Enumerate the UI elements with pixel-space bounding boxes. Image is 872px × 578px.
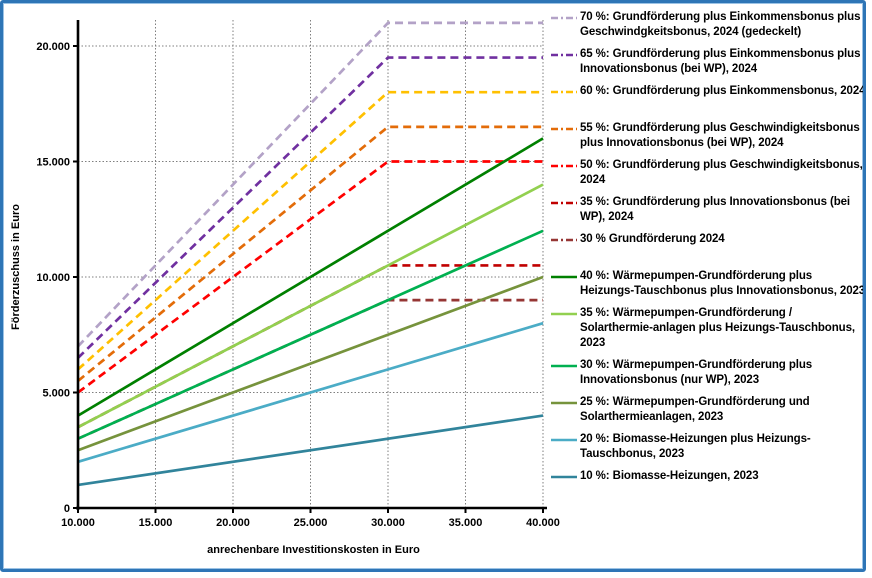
legend-line-sample	[551, 364, 577, 368]
legend-item: 25 %: Wärmepumpen-Grundförderung und Sol…	[551, 395, 863, 425]
legend-item: 30 % Grundförderung 2024	[551, 232, 863, 262]
legend-item-label: 30 %: Wärmepumpen-Grundförderung plus In…	[580, 359, 813, 386]
line-chart: 0 5.000 10.000 15.000 20.000 10.000 15.000 20.0…	[36, 20, 560, 529]
legend-item-label: 60 %: Grundförderung plus Einkommensbonu…	[580, 85, 866, 97]
legend-item-label: 70 %: Grundförderung plus Einkommensbonu…	[580, 11, 861, 38]
legend-line-sample	[551, 475, 577, 479]
legend-item-label: 10 %: Biomasse-Heizungen, 2023	[580, 470, 759, 482]
legend-item: 50 %: Grundförderung plus Geschwindigkei…	[551, 158, 863, 188]
legend-item: 55 %: Grundförderung plus Geschwindigkei…	[551, 121, 863, 151]
y-tick-label: 20.000	[36, 41, 70, 53]
series-line	[77, 183, 544, 429]
series-line	[77, 414, 544, 487]
legend-item-label: 35 %: Grundförderung plus Innovationsbon…	[580, 196, 851, 223]
x-tick-label: 20.000	[216, 517, 250, 529]
legend-item: 20 %: Biomasse-Heizungen plus Heizungs-T…	[551, 432, 863, 462]
y-axis-title: Förderzuschuss in Euro	[10, 204, 22, 330]
legend-line-sample	[551, 53, 577, 57]
x-tick-label: 15.000	[139, 517, 173, 529]
legend-item: 65 %: Grundförderung plus Einkommensbonu…	[551, 47, 863, 77]
series-line	[77, 21, 543, 348]
legend-item: 30 %: Wärmepumpen-Grundförderung plus In…	[551, 358, 863, 388]
legend-item: 35 %: Grundförderung plus Innovationsbon…	[551, 195, 863, 225]
legend-line-sample	[551, 401, 577, 405]
x-tick-label: 35.000	[449, 517, 483, 529]
legend: 70 %: Grundförderung plus Einkommensbonu…	[551, 10, 866, 506]
y-tick-label: 15.000	[36, 157, 70, 169]
series-line	[77, 275, 544, 452]
legend-line-sample	[551, 127, 577, 131]
legend-item-label: 20 %: Biomasse-Heizungen plus Heizungs-T…	[580, 433, 811, 460]
x-tick-label: 30.000	[371, 517, 405, 529]
series-line	[77, 321, 544, 464]
x-tick-label: 40.000	[526, 517, 560, 529]
legend-item: 10 %: Biomasse-Heizungen, 2023	[551, 469, 863, 499]
series-line	[77, 137, 544, 417]
legend-item-label: 30 % Grundförderung 2024	[580, 233, 725, 245]
series-line	[77, 125, 543, 382]
legend-line-sample	[551, 90, 577, 94]
legend-item-label: 55 %: Grundförderung plus Geschwindigkei…	[580, 122, 860, 149]
legend-line-sample	[551, 312, 577, 316]
series-line	[77, 56, 543, 359]
legend-line-sample	[551, 238, 577, 242]
legend-line-sample	[551, 201, 577, 205]
legend-line-sample	[551, 438, 577, 442]
x-tick-label: 25.000	[294, 517, 328, 529]
legend-line-sample	[551, 16, 577, 20]
x-tick-label: 10.000	[61, 517, 95, 529]
legend-line-sample	[551, 275, 577, 279]
legend-item-label: 50 %: Grundförderung plus Geschwindigkei…	[580, 159, 863, 186]
legend-item-label: 25 %: Wärmepumpen-Grundförderung und Sol…	[580, 396, 810, 423]
legend-item-label: 65 %: Grundförderung plus Einkommensbonu…	[580, 48, 861, 75]
y-tick-label: 0	[64, 503, 70, 515]
legend-item-label: 35 %: Wärmepumpen-Grundförderung / Solar…	[580, 307, 855, 349]
series-line	[77, 229, 544, 440]
legend-item: 60 %: Grundförderung plus Einkommensbonu…	[551, 84, 866, 114]
legend-item-label: 40 %: Wärmepumpen-Grundförderung plus He…	[580, 270, 866, 297]
x-axis-title: anrechenbare Investitionskosten in Euro	[207, 544, 420, 556]
y-tick-label: 5.000	[42, 388, 70, 400]
legend-item: 40 %: Wärmepumpen-Grundförderung plus He…	[551, 269, 866, 299]
legend-line-sample	[551, 164, 577, 168]
legend-item: 70 %: Grundförderung plus Einkommensbonu…	[551, 10, 863, 40]
y-tick-label: 10.000	[36, 272, 70, 284]
series-line	[77, 298, 543, 440]
legend-item: 35 %: Wärmepumpen-Grundförderung / Solar…	[551, 306, 863, 351]
